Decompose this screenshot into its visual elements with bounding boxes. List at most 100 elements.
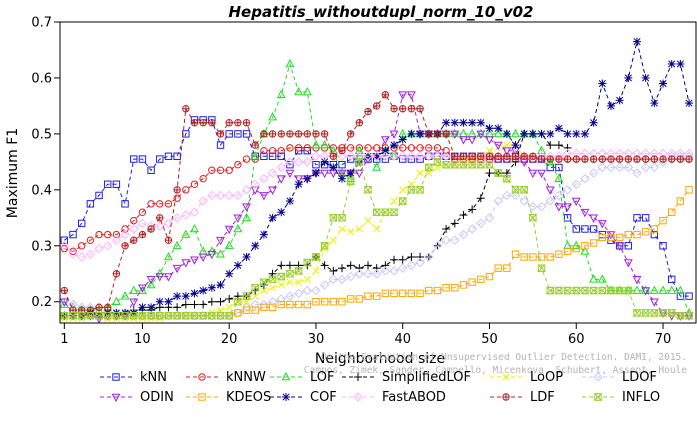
data-point-knnw (364, 144, 372, 152)
data-point-cof (511, 141, 520, 150)
data-point-kdeos (399, 289, 407, 298)
data-point-inflo (528, 214, 538, 222)
data-point-knnw (208, 166, 216, 174)
x-tick-label: 60 (568, 332, 585, 347)
data-point-ldf (156, 214, 164, 222)
data-point-ldof (328, 274, 339, 285)
data-point-loop (373, 225, 381, 233)
data-point-odin (207, 250, 217, 260)
data-point-inflo (493, 169, 503, 177)
data-point-inflo (111, 312, 121, 320)
data-point-inflo (181, 312, 191, 320)
data-point-cof (450, 118, 459, 127)
data-point-ldof (172, 311, 182, 321)
data-point-lof (294, 86, 304, 96)
data-point-cof (329, 163, 338, 172)
data-point-ldof (493, 196, 503, 206)
data-point-knn (95, 191, 103, 200)
series-inflo (59, 158, 694, 320)
data-point-kdeos (546, 253, 554, 261)
data-point-fastabod (198, 196, 208, 206)
data-point-cof (572, 129, 581, 138)
data-point-ldof (588, 168, 599, 178)
data-point-cof (147, 303, 156, 312)
data-point-inflo (224, 312, 234, 320)
data-point-odin (615, 242, 625, 251)
data-point-cof (685, 99, 694, 108)
legend-swatch-marker (354, 373, 362, 381)
data-point-fastabod (155, 221, 165, 231)
data-point-ldof (580, 173, 590, 184)
data-point-ldf (485, 152, 494, 160)
data-point-ldof (345, 271, 356, 282)
data-point-cof (624, 73, 633, 82)
data-point-inflo (398, 197, 408, 205)
data-point-knnw (156, 200, 164, 208)
data-point-ldof (241, 302, 252, 313)
data-point-inflo (615, 286, 625, 295)
legend-item-knn: kNN (100, 370, 167, 385)
data-point-lof (667, 285, 677, 294)
x-tick-label: 10 (134, 332, 151, 347)
x-tick-label: 40 (394, 332, 411, 347)
data-point-cof (554, 124, 563, 133)
data-point-fastabod (432, 151, 443, 161)
legend-item-loop: LoOP (490, 370, 563, 385)
data-point-loop (399, 186, 407, 194)
data-point-knnw (138, 208, 147, 216)
data-point-odin (242, 203, 251, 212)
data-point-cof (494, 124, 503, 133)
data-point-ldof (137, 311, 148, 321)
data-point-simplifiedlof (225, 294, 234, 303)
data-point-lof (137, 285, 147, 294)
data-point-odin (337, 169, 347, 179)
data-point-inflo (363, 186, 373, 194)
legend-swatch-marker (502, 373, 510, 381)
data-point-odin (459, 136, 468, 145)
data-point-lof (372, 162, 382, 171)
data-point-knn (572, 225, 580, 233)
data-point-knnw (121, 225, 129, 233)
data-point-kdeos (641, 228, 650, 236)
data-point-simplifiedlof (546, 141, 555, 150)
credit-line-2: Campos, Zimek, Sander, Campello, Micenko… (304, 365, 687, 376)
data-point-knn (641, 214, 650, 222)
data-point-kdeos (537, 253, 546, 261)
data-point-ldf (104, 303, 112, 312)
data-point-cof (537, 129, 546, 138)
data-point-cof (268, 213, 277, 222)
data-point-lof (597, 274, 607, 283)
data-point-ldf (511, 152, 520, 160)
data-point-cof (216, 280, 225, 289)
series-layer (59, 37, 694, 324)
data-point-inflo (502, 174, 512, 183)
data-point-loop (251, 292, 259, 300)
data-point-inflo (563, 286, 572, 295)
data-point-ldof (450, 235, 460, 245)
data-point-knn (563, 214, 572, 222)
data-point-knnw (399, 144, 407, 152)
data-point-odin (406, 91, 416, 100)
data-point-inflo (675, 312, 685, 320)
data-point-kdeos (581, 242, 589, 250)
data-point-lof (450, 128, 460, 138)
data-point-lof (216, 249, 225, 258)
data-point-knnw (95, 230, 103, 239)
data-point-simplifiedlof (450, 219, 459, 228)
data-point-ldof (502, 190, 512, 201)
data-point-knn (589, 225, 598, 233)
data-point-inflo (354, 158, 364, 166)
data-point-loop (312, 267, 320, 275)
legend-swatch-marker (593, 372, 603, 382)
data-point-inflo (259, 278, 269, 286)
data-point-ldf (563, 155, 572, 163)
data-point-kdeos (390, 289, 398, 298)
y-axis-label: Maximum F1 (5, 128, 21, 218)
data-point-inflo (389, 208, 399, 216)
data-point-odin (268, 186, 278, 195)
data-point-ldf (407, 105, 416, 113)
data-point-cof (580, 129, 589, 138)
data-point-ldf (268, 130, 277, 138)
data-point-inflo (415, 186, 425, 194)
data-point-knn (173, 152, 181, 160)
